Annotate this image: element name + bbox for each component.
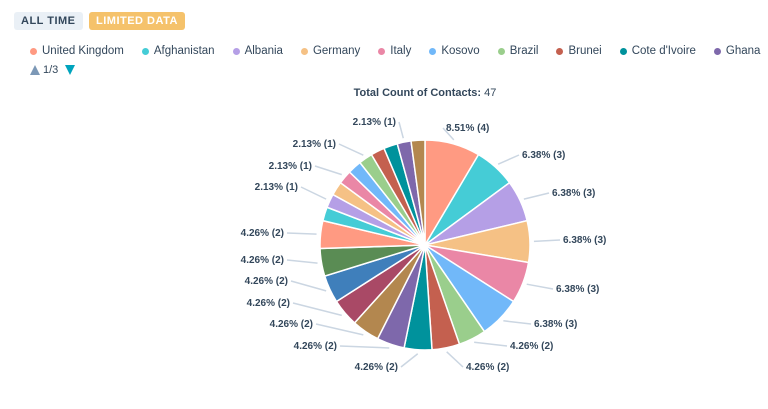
legend-item[interactable]: Ghana xyxy=(713,45,761,57)
data-label: 2.13% (1) xyxy=(293,139,336,150)
leader-line xyxy=(290,280,327,292)
data-label: 4.26% (2) xyxy=(294,341,337,352)
legend-item[interactable]: Albania xyxy=(232,45,283,57)
legend-dot-icon xyxy=(378,47,386,55)
leader-line xyxy=(503,320,532,325)
data-label: 6.38% (3) xyxy=(563,235,606,246)
leader-line xyxy=(315,323,364,336)
leader-line xyxy=(339,345,390,349)
title-value: 47 xyxy=(484,87,497,99)
title-label: Total Count of Contacts: xyxy=(353,87,482,99)
data-label: 6.38% (3) xyxy=(556,284,599,295)
legend-dot-icon xyxy=(497,47,505,55)
data-label: 6.38% (3) xyxy=(552,188,595,199)
pie-slice[interactable] xyxy=(410,139,426,246)
legend-dot-icon xyxy=(429,47,437,55)
leader-line xyxy=(398,121,405,139)
legend-dot-icon xyxy=(300,47,308,55)
legend-item[interactable]: Afghanistan xyxy=(141,45,215,57)
leader-line xyxy=(442,127,455,141)
data-label: 4.26% (2) xyxy=(247,298,290,309)
legend-dot-icon xyxy=(619,47,627,55)
data-label: 4.26% (2) xyxy=(355,362,398,373)
data-label: 2.13% (1) xyxy=(255,182,298,193)
data-label: 4.26% (2) xyxy=(510,341,553,352)
data-label: 4.26% (2) xyxy=(245,276,288,287)
page-up-icon[interactable] xyxy=(30,65,40,75)
leader-line xyxy=(338,143,364,156)
legend-dot-icon xyxy=(141,47,149,55)
legend-label: Kosovo xyxy=(441,45,480,57)
leader-line xyxy=(523,192,550,200)
legend-label: Ghana xyxy=(725,45,761,57)
legend-label: Brunei xyxy=(568,45,602,57)
legend-dot-icon xyxy=(232,47,240,55)
legend-item[interactable]: Kosovo xyxy=(429,45,480,57)
data-label: 4.26% (2) xyxy=(241,228,284,239)
legend-item[interactable]: Brazil xyxy=(497,45,539,57)
chart-title: Total Count of Contacts: 47 xyxy=(0,87,768,99)
legend-label: Afghanistan xyxy=(153,45,215,57)
data-label: 6.38% (3) xyxy=(534,319,577,330)
legend-item[interactable]: Italy xyxy=(378,45,411,57)
leader-line xyxy=(314,165,342,176)
legend-label: Brazil xyxy=(509,45,539,57)
data-label: 8.51% (4) xyxy=(446,123,489,134)
leader-line xyxy=(497,154,520,165)
data-label: 4.26% (2) xyxy=(466,362,509,373)
page-down-icon[interactable] xyxy=(65,65,76,75)
leader-line xyxy=(446,351,464,368)
data-label: 6.38% (3) xyxy=(522,150,565,161)
legend-item[interactable]: United Kingdom xyxy=(30,45,124,57)
limited-data-badge: LIMITED DATA xyxy=(89,12,185,30)
leader-line xyxy=(300,186,327,200)
data-label: 2.13% (1) xyxy=(269,161,312,172)
legend-item[interactable]: Germany xyxy=(300,45,361,57)
data-label: 4.26% (2) xyxy=(241,255,284,266)
page-indicator: 1/3 xyxy=(43,64,59,76)
legend-dot-icon xyxy=(556,47,564,55)
leader-line xyxy=(526,283,554,290)
legend-label: Italy xyxy=(390,45,412,57)
leader-line xyxy=(474,341,508,347)
data-label: 2.13% (1) xyxy=(353,117,396,128)
leader-line xyxy=(286,259,318,264)
legend-pager: 1/3 xyxy=(30,64,76,76)
legend-label: Cote d'Ivoire xyxy=(631,45,696,57)
all-time-badge[interactable]: ALL TIME xyxy=(14,12,83,30)
legend-dot-icon xyxy=(713,47,721,55)
legend-label: Germany xyxy=(312,45,361,57)
leader-line xyxy=(400,353,419,368)
legend-label: United Kingdom xyxy=(42,45,124,57)
legend-item[interactable]: Cote d'Ivoire xyxy=(619,45,696,57)
leader-line xyxy=(292,302,342,317)
leader-line xyxy=(286,232,317,235)
legend-label: Albania xyxy=(244,45,283,57)
legend: United Kingdom Afghanistan Albania Germany I… xyxy=(30,45,768,57)
legend-dot-icon xyxy=(30,47,37,55)
leader-line xyxy=(533,239,561,243)
data-label: 4.26% (2) xyxy=(270,319,313,330)
legend-item[interactable]: Brunei xyxy=(556,45,602,57)
